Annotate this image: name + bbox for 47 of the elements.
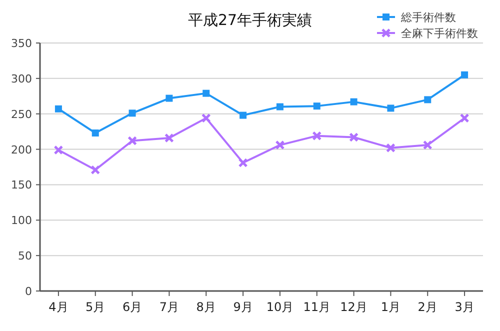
x-tick-label: 7月 (159, 300, 180, 314)
point (350, 98, 358, 106)
point (54, 105, 62, 112)
y-tick-label: 50 (18, 250, 32, 263)
x-tick-label: 6月 (122, 300, 142, 314)
y-tick-label: 150 (11, 178, 32, 192)
point (349, 132, 359, 142)
point (461, 71, 468, 78)
point (240, 112, 247, 119)
point (128, 136, 138, 146)
y-tick-label: 250 (11, 108, 32, 121)
point (276, 103, 284, 110)
x-tick-label: 11月 (303, 300, 331, 314)
point (90, 165, 100, 175)
point (92, 129, 99, 136)
y-tick-label: 200 (11, 143, 32, 156)
point (424, 96, 432, 104)
point (128, 110, 136, 117)
x-tick-label: 10月 (266, 300, 294, 314)
x-tick-label: 2月 (418, 300, 438, 314)
point (201, 113, 211, 123)
y-tick-label: 0 (25, 285, 32, 298)
point (164, 133, 174, 143)
x-tick-label: 5月 (86, 300, 106, 314)
y-tick-label: 100 (11, 214, 32, 228)
x-tick-label: 12月 (340, 300, 368, 314)
point (202, 90, 210, 97)
point (460, 113, 470, 123)
x-tick-label: 1月 (380, 300, 401, 314)
point (312, 131, 322, 141)
x-tick-label: 8月 (196, 300, 216, 314)
legend-label: 全麻下手術件数 (401, 27, 478, 40)
y-tick-label: 350 (11, 37, 32, 50)
x-tick-label: 3月 (454, 300, 474, 314)
point (238, 158, 248, 168)
point (387, 104, 394, 112)
point (422, 140, 432, 150)
y-tick-label: 300 (11, 72, 32, 86)
point (275, 140, 285, 150)
legend-label: 総手術件数 (400, 11, 456, 24)
point (386, 143, 396, 153)
point (313, 102, 320, 110)
chart-title: 平成27年手術実績 (188, 11, 312, 29)
x-tick-label: 9月 (233, 300, 253, 314)
point (166, 94, 173, 102)
x-tick-label: 4月 (48, 300, 68, 314)
point (54, 145, 64, 155)
